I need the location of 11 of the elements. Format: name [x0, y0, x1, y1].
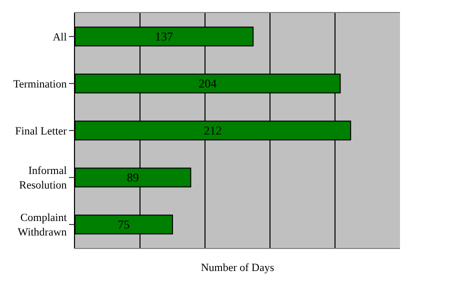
y-tick-label: Complaint Withdrawn	[18, 212, 68, 238]
data-label: 212	[204, 124, 222, 138]
y-tick-label: All	[52, 31, 67, 44]
data-label: 75	[118, 218, 130, 232]
data-label: 204	[198, 76, 217, 90]
data-label: 137	[155, 30, 174, 44]
y-tick-label: Final Letter	[15, 125, 68, 138]
y-tick-label: Termination	[13, 78, 68, 90]
x-axis-title: Number of Days	[200, 262, 274, 274]
data-label: 89	[126, 170, 139, 184]
y-tick-label: Informal Resolution	[19, 165, 68, 192]
